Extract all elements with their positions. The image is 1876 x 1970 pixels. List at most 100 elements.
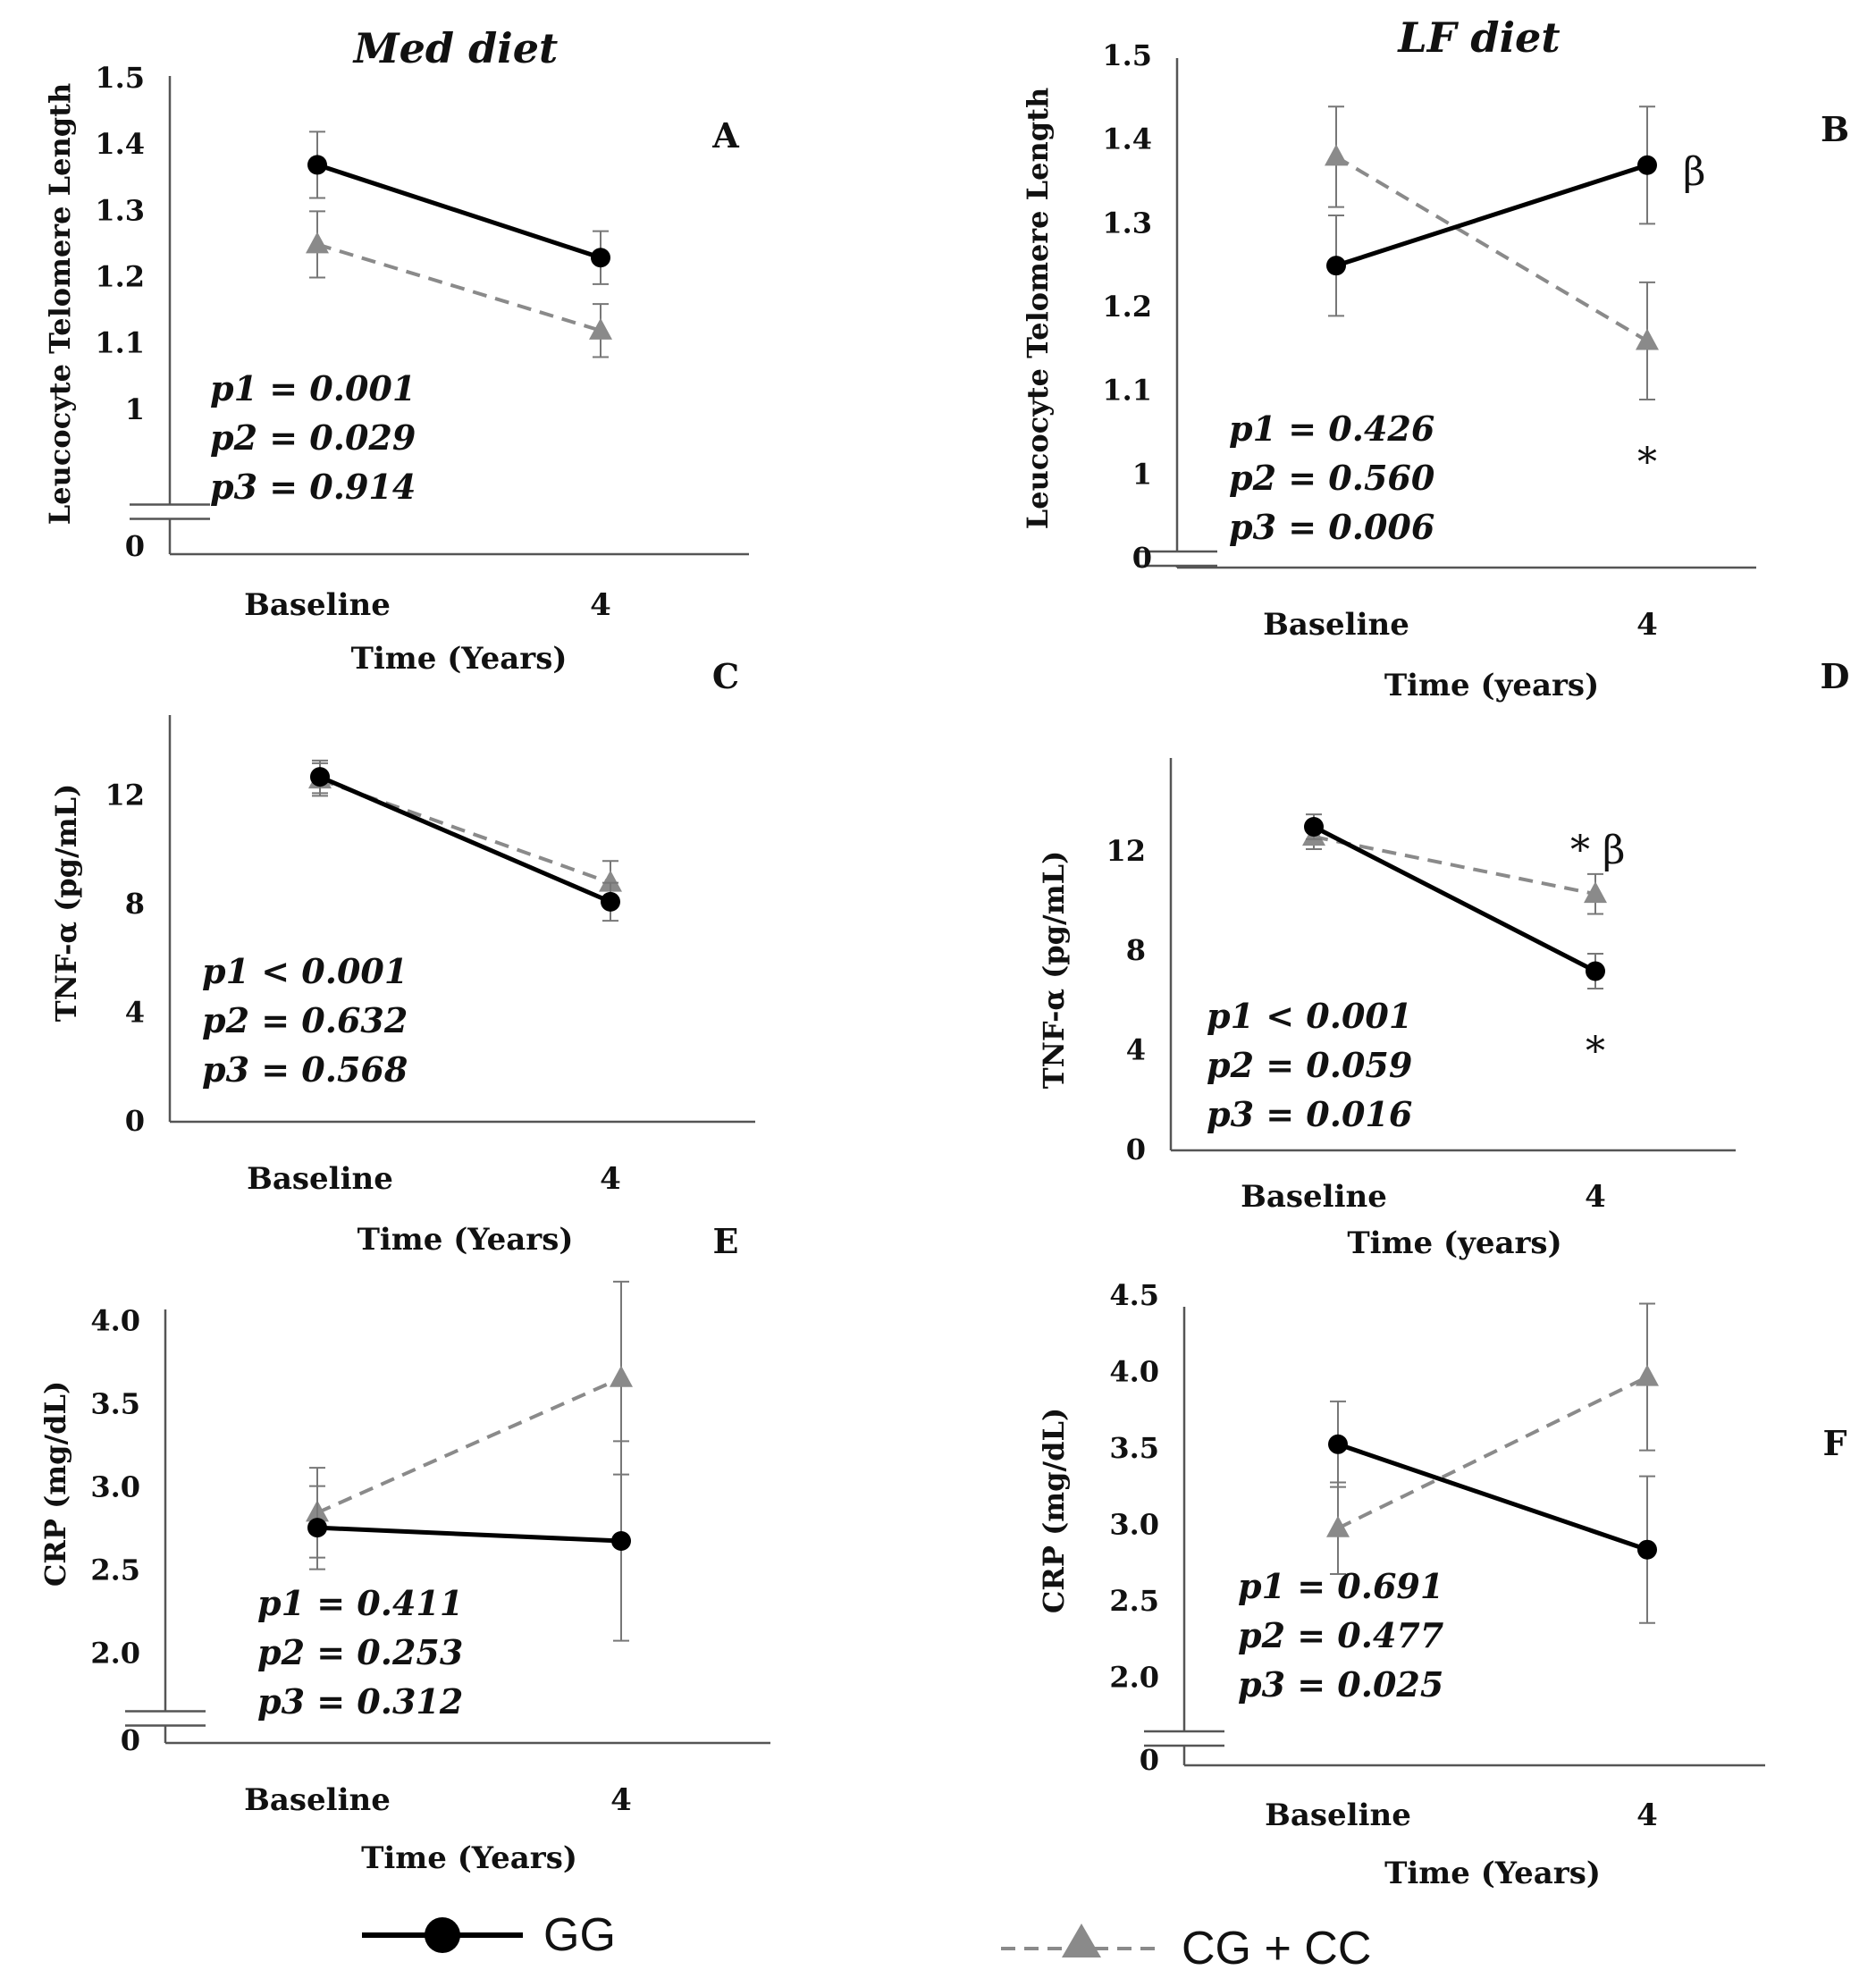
series-gg [307, 130, 610, 285]
y-tick-label: 1 [1132, 457, 1152, 491]
series-line [316, 242, 601, 333]
legend-entry-gg: GG [362, 1909, 616, 1961]
x-axis-label: Time (years) [1347, 1225, 1561, 1261]
y-tick-label: 4 [125, 995, 145, 1029]
y-tick-label: 2.0 [90, 1637, 140, 1671]
panel-label: C [712, 656, 739, 696]
y-tick-label: 2.5 [90, 1553, 140, 1587]
data-point [611, 1531, 631, 1552]
data-point [610, 1365, 633, 1387]
legend: GG CG + CC [362, 1909, 1371, 1970]
series-cg-cc [308, 762, 622, 905]
y-axis-label: Leucocyte Telomere Length [43, 83, 77, 525]
series-line [316, 1376, 622, 1515]
legend-marker [425, 1917, 460, 1953]
panel-label: A [711, 115, 739, 156]
series-gg [307, 1440, 631, 1642]
y-tick-label: 1.5 [95, 61, 145, 95]
series-line [316, 1525, 622, 1544]
p-value-text: p1 = 0.411 [257, 1583, 463, 1623]
y-tick-label: 3.5 [1109, 1431, 1159, 1465]
significance-annotation: * β [1570, 828, 1625, 873]
x-axis-label: Time (Years) [361, 1840, 577, 1876]
legend-label: GG [543, 1909, 616, 1961]
series-line [1337, 1442, 1648, 1553]
panels: 0 1 1.1 1.2 1.3 1.4 1.5 Baseline 4 Time (Years) Le… [38, 38, 1849, 1891]
x-tick-label: Baseline [244, 1782, 391, 1818]
column-title-med-diet: Med diet [352, 24, 559, 72]
significance-annotation: * [1637, 440, 1657, 485]
y-tick-label: 0 [125, 529, 145, 563]
y-tick-label: 0 [121, 1723, 140, 1757]
y-tick-label: 0 [1126, 1132, 1146, 1166]
panel-f: 0 2.0 2.5 3.0 3.5 4.0 4.5 Baseline 4 Time (Years)… [1037, 1278, 1847, 1891]
legend-marker [1062, 1924, 1101, 1957]
significance-annotation: * [1586, 1029, 1605, 1074]
x-axis-label: Time (Years) [351, 641, 568, 677]
y-axis-label: CRP (mg/dL) [38, 1381, 72, 1587]
series-line [1312, 824, 1597, 973]
p-value-text: p2 = 0.253 [257, 1632, 463, 1672]
axis-break [125, 1710, 206, 1727]
panel-label: D [1821, 656, 1850, 696]
p-value-text: p1 < 0.001 [1207, 996, 1412, 1036]
y-tick-label: 1.1 [1102, 374, 1152, 408]
y-axis-label: TNF-α (pg/mL) [1037, 851, 1071, 1089]
y-axis-label: TNF-α (pg/mL) [49, 784, 83, 1022]
data-point [1326, 256, 1346, 276]
panel-label: B [1821, 109, 1849, 149]
p-value-text: p2 = 0.029 [210, 417, 416, 458]
p-value-text: p3 = 0.025 [1238, 1664, 1443, 1705]
y-tick-label: 1.2 [1102, 290, 1152, 324]
data-point [589, 317, 612, 340]
y-tick-label: 1.3 [1102, 206, 1152, 240]
series-line [1334, 155, 1649, 343]
y-tick-label: 8 [1126, 933, 1146, 967]
y-tick-label: 0 [125, 1104, 145, 1138]
y-tick-label: 3.0 [90, 1470, 140, 1504]
x-tick-label: Baseline [1241, 1179, 1387, 1215]
axis-break [1137, 550, 1217, 568]
panel-e: 0 2.0 2.5 3.0 3.5 4.0 Baseline 4 Time (Years) CRP… [38, 1221, 770, 1876]
x-axis-label: Time (Years) [1384, 1856, 1601, 1891]
x-tick-label: Baseline [1265, 1797, 1411, 1833]
data-point [307, 1518, 327, 1538]
y-tick-label: 4.0 [1109, 1354, 1159, 1388]
y-tick-label: 1.5 [1102, 38, 1152, 72]
series-line [1337, 1375, 1648, 1530]
data-point [1328, 1434, 1348, 1454]
x-tick-label: Baseline [244, 587, 391, 623]
y-tick-label: 1.1 [95, 326, 145, 360]
series-cg-cc [306, 210, 612, 358]
panel-label: E [713, 1221, 739, 1261]
p-value-text: p3 = 0.006 [1229, 507, 1434, 547]
p-value-text: p1 = 0.001 [210, 368, 416, 408]
x-tick-label: Baseline [1263, 607, 1409, 643]
y-tick-label: 2.0 [1109, 1660, 1159, 1694]
series-gg [1328, 1400, 1657, 1624]
panel-b: 0 1 1.1 1.2 1.3 1.4 1.5 Baseline 4 Time (years) Le… [1021, 38, 1849, 703]
series-cg-cc [306, 1280, 633, 1559]
series-line [319, 774, 611, 905]
y-tick-label: 1.3 [95, 193, 145, 227]
p-value-text: p2 = 0.632 [202, 1000, 408, 1040]
y-tick-label: 12 [105, 778, 145, 812]
p-value-text: p2 = 0.560 [1229, 458, 1435, 498]
p-value-text: p3 = 0.914 [210, 467, 416, 507]
data-point [1636, 328, 1659, 350]
p-value-text: p1 = 0.691 [1238, 1566, 1443, 1606]
y-tick-label: 0 [1140, 1743, 1159, 1777]
panel-a: 0 1 1.1 1.2 1.3 1.4 1.5 Baseline 4 Time (Years) Le… [43, 61, 749, 677]
data-point [1326, 1515, 1350, 1537]
y-axis-label: CRP (mg/dL) [1037, 1408, 1071, 1613]
p-value-text: p3 = 0.312 [257, 1681, 463, 1722]
p-value-text: p2 = 0.059 [1207, 1045, 1412, 1085]
axis-break-gap [164, 504, 175, 519]
data-point [1637, 1539, 1657, 1560]
data-point [599, 870, 622, 892]
x-tick-label: 4 [1585, 1179, 1606, 1215]
y-tick-label: 1.4 [1102, 122, 1152, 156]
y-tick-label: 1 [125, 392, 145, 426]
p-value-text: p3 = 0.016 [1207, 1094, 1412, 1134]
